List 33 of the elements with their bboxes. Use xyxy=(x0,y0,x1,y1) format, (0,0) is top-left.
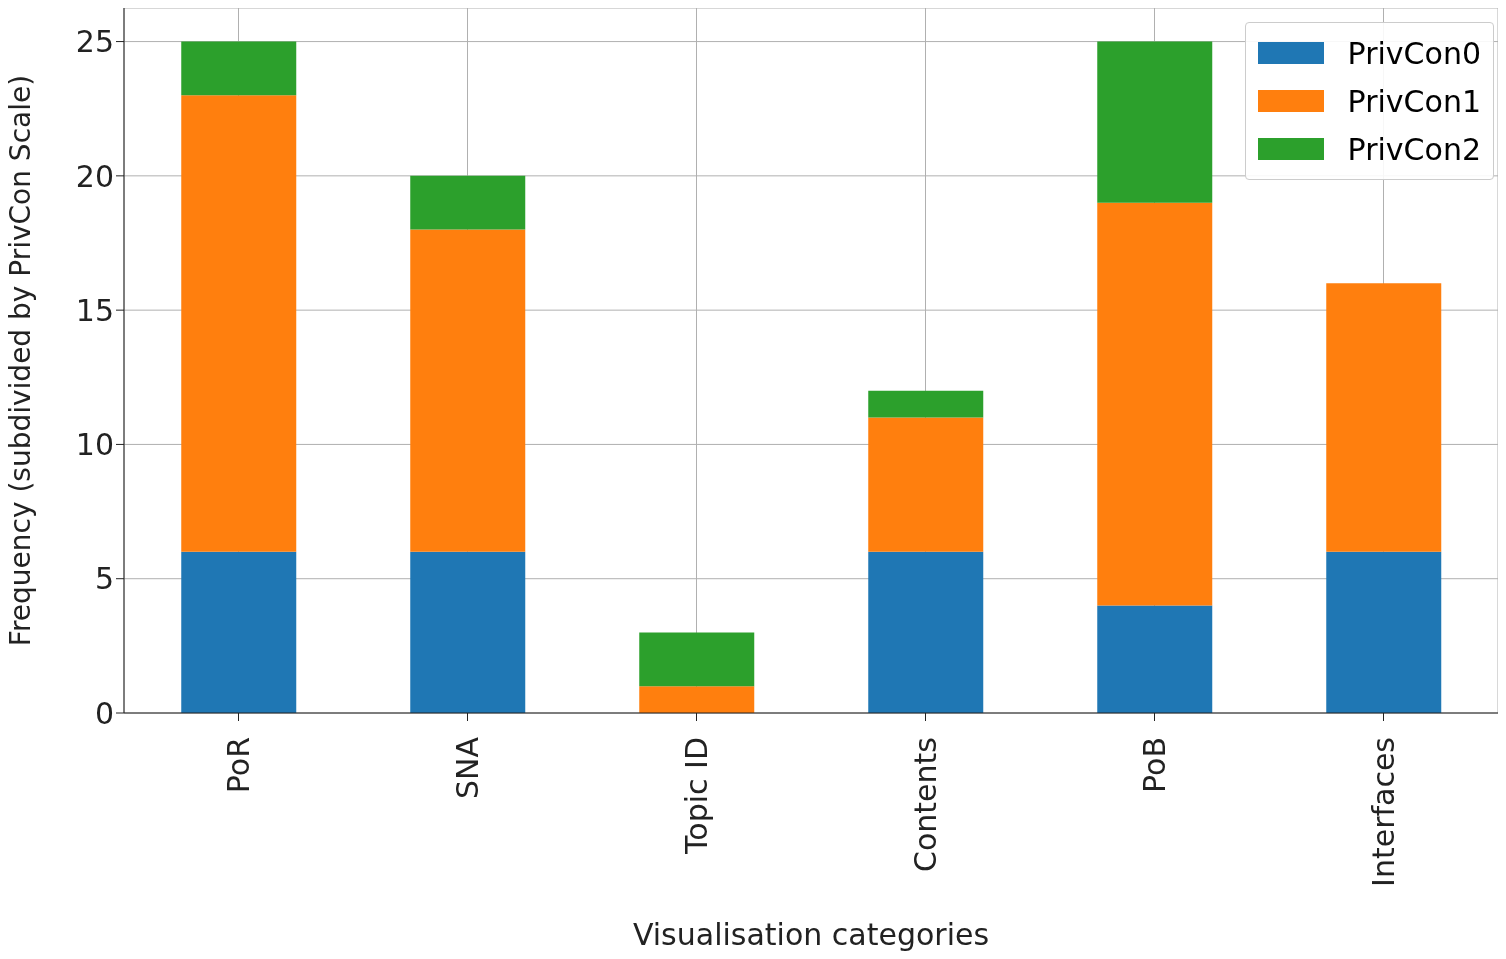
bar xyxy=(1097,605,1213,713)
bar xyxy=(410,175,526,230)
bar xyxy=(868,551,984,713)
bar xyxy=(181,551,297,713)
x-tick-label: Topic ID xyxy=(679,737,714,855)
bar xyxy=(1326,551,1442,713)
bar xyxy=(1097,41,1213,203)
bar xyxy=(868,417,984,552)
legend-label: PrivCon2 xyxy=(1347,131,1481,167)
bar xyxy=(639,632,755,687)
y-tick-label: 0 xyxy=(94,695,114,731)
x-axis-title: Visualisation categories xyxy=(632,917,990,952)
bar xyxy=(1326,283,1442,552)
y-tick-label: 10 xyxy=(75,427,114,463)
x-tick-label: Interfaces xyxy=(1366,737,1401,887)
y-tick-label: 20 xyxy=(75,158,114,194)
y-tick-label: 15 xyxy=(75,292,114,328)
x-tick-label: PoB xyxy=(1137,737,1172,793)
x-tick-label: PoR xyxy=(221,737,256,794)
bar xyxy=(410,229,526,552)
bar xyxy=(181,41,297,96)
legend-label: PrivCon0 xyxy=(1347,35,1481,71)
x-tick-label: SNA xyxy=(450,736,485,800)
x-tick-label: Contents xyxy=(908,737,943,872)
bar xyxy=(639,686,755,713)
bar xyxy=(1097,202,1213,606)
legend-label: PrivCon1 xyxy=(1347,83,1481,119)
bar xyxy=(410,551,526,713)
y-tick-label: 5 xyxy=(94,561,114,597)
bar xyxy=(181,95,297,552)
y-axis-title: Frequency (subdivided by PrivCon Scale) xyxy=(3,74,37,647)
bar xyxy=(868,390,984,418)
y-tick-label: 25 xyxy=(75,24,114,60)
